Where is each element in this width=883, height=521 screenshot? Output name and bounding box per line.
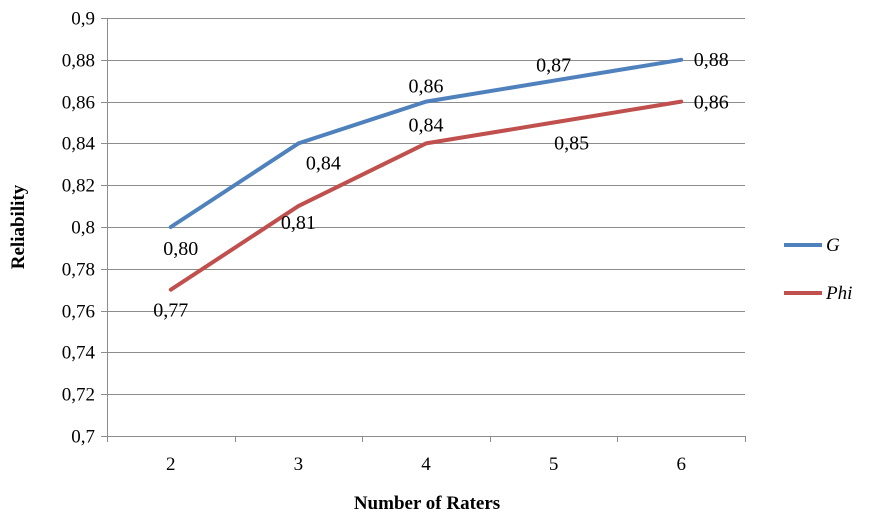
data-label: 0,84 bbox=[306, 152, 341, 174]
data-label: 0,81 bbox=[281, 212, 316, 234]
y-tick-label: 0,72 bbox=[62, 385, 95, 406]
data-label: 0,85 bbox=[554, 133, 589, 155]
data-label: 0,77 bbox=[153, 300, 188, 322]
x-tick-label: 4 bbox=[421, 454, 431, 475]
legend-label-g: G bbox=[826, 235, 840, 256]
x-axis-title: Number of Raters bbox=[354, 493, 500, 514]
y-tick-label: 0,86 bbox=[62, 93, 95, 114]
y-tick-label: 0,8 bbox=[71, 218, 95, 239]
series-line-phi bbox=[168, 99, 684, 292]
series-lines bbox=[168, 57, 684, 292]
data-label: 0,88 bbox=[694, 49, 729, 71]
y-tick-label: 0,82 bbox=[62, 176, 95, 197]
data-labels: 0,80 0,84 0,86 0,87 0,88 0,77 0,81 0,84 0,85 0,86 bbox=[153, 49, 728, 322]
legend: G Phi bbox=[784, 235, 852, 304]
y-tick-label: 0,74 bbox=[62, 343, 96, 364]
legend-label-phi: Phi bbox=[825, 283, 852, 304]
data-label: 0,86 bbox=[694, 92, 729, 114]
axes: 0,70,720,740,760,780,80,820,840,860,880,… bbox=[62, 9, 746, 475]
x-tick-label: 2 bbox=[166, 454, 176, 475]
y-tick-label: 0,9 bbox=[71, 9, 95, 30]
y-tick-label: 0,78 bbox=[62, 260, 95, 281]
y-tick-label: 0,88 bbox=[62, 51, 95, 72]
y-axis-title: Reliability bbox=[8, 184, 29, 269]
y-tick-label: 0,84 bbox=[62, 134, 96, 155]
x-tick-label: 3 bbox=[294, 454, 304, 475]
data-label: 0,87 bbox=[536, 55, 571, 77]
x-tick-label: 5 bbox=[549, 454, 559, 475]
gridlines bbox=[107, 18, 745, 395]
data-label: 0,86 bbox=[409, 76, 444, 98]
y-tick-label: 0,7 bbox=[71, 427, 95, 448]
data-label: 0,84 bbox=[409, 114, 444, 136]
series-line-g bbox=[168, 57, 684, 229]
x-tick-label: 6 bbox=[676, 454, 686, 475]
data-label: 0,80 bbox=[163, 238, 198, 260]
y-tick-label: 0,76 bbox=[62, 302, 95, 323]
